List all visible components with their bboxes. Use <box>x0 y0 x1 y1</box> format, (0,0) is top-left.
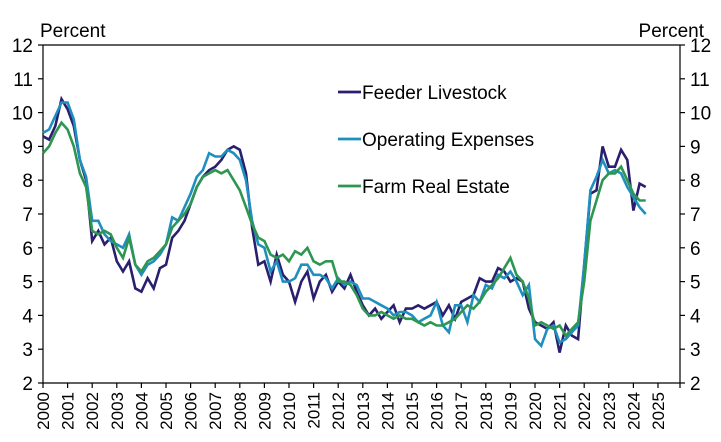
series-line-farm-real-estate <box>42 120 646 338</box>
x-tick-label: 2022 <box>575 392 594 430</box>
y-tick-label-left: 10 <box>12 104 33 125</box>
x-tick-label: 2016 <box>428 392 447 430</box>
x-tick-label: 2011 <box>305 392 324 429</box>
y-tick-label-left: 2 <box>22 374 33 395</box>
y-tick-label-right: 2 <box>690 374 701 395</box>
x-tick-label: 2006 <box>182 392 201 430</box>
x-tick-label: 2020 <box>526 392 545 430</box>
y-tick-label-right: 9 <box>690 137 701 158</box>
y-tick-label-left: 4 <box>22 306 33 327</box>
x-tick-label: 2025 <box>649 392 668 430</box>
x-tick-label: 2017 <box>452 392 471 430</box>
y-tick-label-left: 6 <box>22 239 33 260</box>
series-line-operating-expenses <box>42 101 647 349</box>
y-axis-label-right: Percent <box>639 21 705 42</box>
y-tick-label-right: 3 <box>690 340 701 361</box>
y-tick-label-right: 8 <box>690 171 701 192</box>
y-axis-label-left: Percent <box>40 21 106 42</box>
legend-label-feeder-livestock: Feeder Livestock <box>362 83 507 104</box>
legend-label-farm-real-estate: Farm Real Estate <box>362 177 510 198</box>
x-tick-label: 2014 <box>378 392 397 430</box>
y-tick-label-right: 6 <box>690 239 701 260</box>
legend-label-operating-expenses: Operating Expenses <box>362 130 534 151</box>
x-tick-label: 2019 <box>501 392 520 430</box>
axes: 2 2 3 3 4 4 5 5 6 6 7 7 8 8 9 9 10 10 11 11 12 12 2000 2001 2002… <box>12 36 711 430</box>
x-tick-label: 2015 <box>403 392 422 430</box>
y-tick-label-right: 10 <box>690 104 711 125</box>
x-tick-label: 2009 <box>255 392 274 430</box>
y-tick-label-left: 7 <box>22 205 33 226</box>
x-tick-label: 2018 <box>477 392 496 430</box>
x-tick-label: 2003 <box>108 392 127 430</box>
y-tick-label-right: 7 <box>690 205 701 226</box>
x-tick-label: 2007 <box>206 392 225 430</box>
x-tick-label: 2008 <box>231 392 250 430</box>
y-tick-label-right: 12 <box>690 36 711 57</box>
x-tick-label: 2010 <box>280 392 299 430</box>
y-tick-label-left: 5 <box>22 273 33 294</box>
x-tick-label: 2023 <box>600 392 619 430</box>
x-tick-label: 2002 <box>83 392 102 430</box>
x-tick-label: 2005 <box>157 392 176 430</box>
x-tick-label: 2004 <box>132 392 151 430</box>
series-line-feeder-livestock <box>42 95 647 353</box>
y-tick-label-right: 4 <box>690 306 701 327</box>
series-lines <box>42 95 647 353</box>
y-tick-label-left: 12 <box>12 36 33 57</box>
y-tick-label-left: 3 <box>22 340 33 361</box>
x-tick-label: 2013 <box>354 392 373 430</box>
x-tick-label: 2024 <box>624 392 643 430</box>
x-tick-label: 2000 <box>34 392 53 430</box>
y-tick-label-left: 9 <box>22 137 33 158</box>
x-tick-label: 2021 <box>551 392 570 430</box>
y-tick-label-left: 8 <box>22 171 33 192</box>
legend: Feeder Livestock Operating Expenses Farm R… <box>338 83 534 198</box>
x-tick-label: 2012 <box>329 392 348 430</box>
x-tick-label: 2001 <box>59 392 78 430</box>
y-tick-label-right: 5 <box>690 273 701 294</box>
y-tick-label-right: 11 <box>690 70 710 91</box>
y-tick-label-left: 11 <box>13 70 33 91</box>
